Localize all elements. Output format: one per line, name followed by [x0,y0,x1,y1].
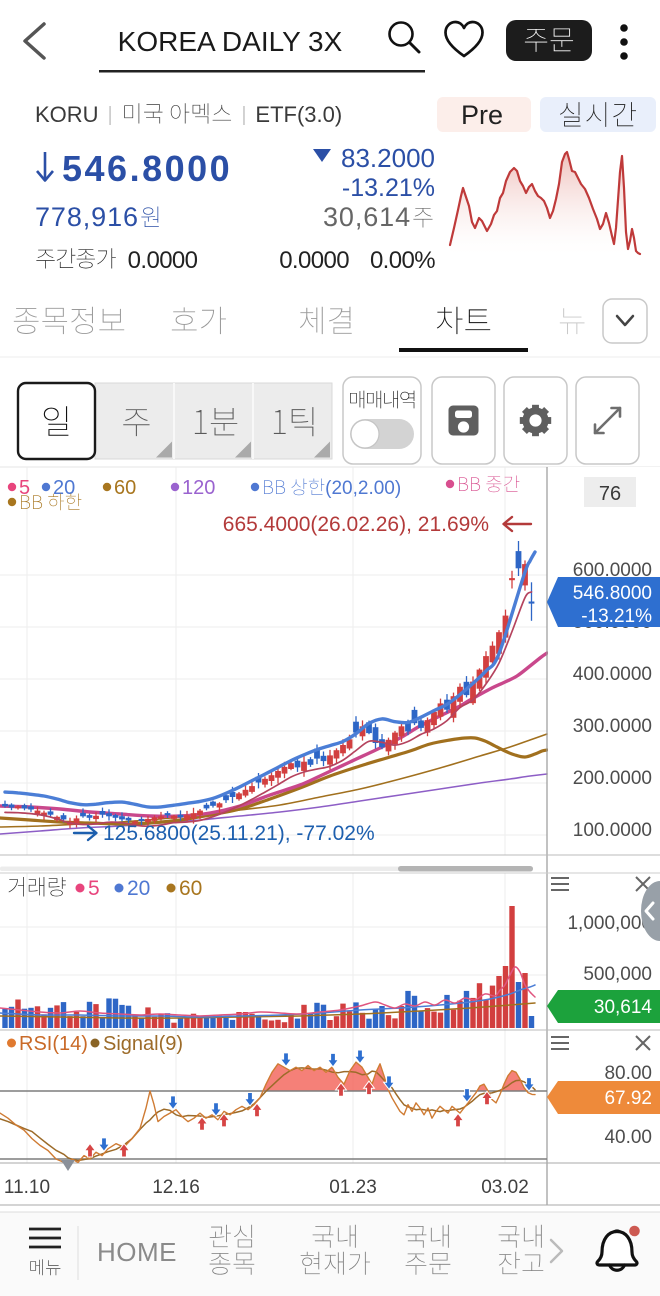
svg-text:30,614: 30,614 [594,997,653,1018]
svg-text:500,000: 500,000 [583,964,652,985]
svg-text:76: 76 [599,483,621,505]
svg-text:100.0000: 100.0000 [573,820,652,841]
svg-text:5: 5 [19,477,30,499]
svg-text:120: 120 [182,477,215,499]
svg-text:Signal(9): Signal(9) [103,1033,183,1055]
svg-text:-13.21%: -13.21% [581,606,652,627]
svg-text:60: 60 [114,477,136,499]
svg-text:665.4000(26.02.26), 21.69%: 665.4000(26.02.26), 21.69% [223,513,489,536]
svg-text:546.8000: 546.8000 [573,583,652,604]
svg-text:30,614: 30,614 [323,202,411,232]
svg-text:1,000,000: 1,000,000 [567,913,652,934]
svg-text:12.16: 12.16 [152,1177,200,1198]
svg-text:67.92: 67.92 [604,1088,652,1109]
svg-text:80.00: 80.00 [604,1063,652,1084]
svg-text:200.0000: 200.0000 [573,768,652,789]
svg-text:03.02: 03.02 [481,1177,529,1198]
svg-text:600.0000: 600.0000 [573,560,652,581]
svg-text:0.0000: 0.0000 [128,247,198,274]
svg-text:546.8000: 546.8000 [62,148,232,189]
svg-text:11.10: 11.10 [4,1177,50,1198]
svg-text:778,916: 778,916 [35,202,139,232]
svg-text:125.6800(25.11.21), -77.02%: 125.6800(25.11.21), -77.02% [103,822,375,845]
svg-text:0.0000: 0.0000 [279,247,349,274]
svg-text:KORU: KORU [35,102,99,127]
svg-text:HOME: HOME [97,1237,177,1267]
svg-text:Pre: Pre [461,100,503,130]
svg-text:0.00%: 0.00% [370,247,435,274]
svg-text:5: 5 [88,877,100,900]
svg-text:20: 20 [127,877,150,900]
svg-text:20: 20 [53,477,75,499]
svg-text:KOREA DAILY 3X: KOREA DAILY 3X [118,26,343,57]
svg-text:60: 60 [179,877,202,900]
svg-text:-13.21%: -13.21% [342,174,435,202]
svg-text:01.23: 01.23 [329,1177,377,1198]
svg-text:ETF(3.0): ETF(3.0) [255,102,342,127]
svg-text:|: | [108,104,113,126]
svg-text:|: | [241,104,246,126]
svg-text:(20,2.00): (20,2.00) [325,478,401,499]
svg-text:40.00: 40.00 [604,1127,652,1148]
svg-text:83.2000: 83.2000 [341,143,435,173]
svg-text:RSI(14): RSI(14) [19,1033,88,1055]
svg-text:400.0000: 400.0000 [573,664,652,685]
svg-text:300.0000: 300.0000 [573,716,652,737]
